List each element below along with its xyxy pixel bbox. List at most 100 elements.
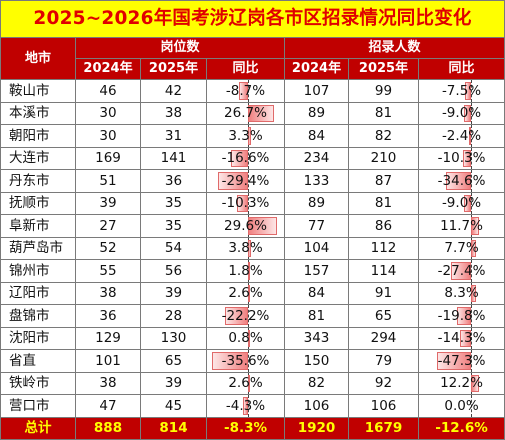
data-bar (247, 329, 250, 347)
positions-2025: 56 (140, 259, 207, 283)
data-bar (464, 194, 471, 212)
yoy-value: -9.0% (441, 195, 482, 212)
zero-axis-line (470, 305, 472, 327)
positions-2025: 130 (140, 326, 207, 350)
table-row: 朝阳市 30 31 3.3% 84 82 -2.4% (0, 124, 505, 148)
positions-2025: 65 (140, 349, 207, 373)
header-row-1: 地市 岗位数 招录人数 (0, 37, 505, 80)
positions-2024: 169 (75, 146, 141, 170)
table-row: 营口市 47 45 -4.3% 106 106 0.0% (0, 394, 505, 418)
yoy-value: -10.3% (221, 195, 270, 212)
yoy-value: -27.4% (437, 262, 486, 279)
table-row: 本溪市 30 38 26.7% 89 81 -9.0% (0, 101, 505, 125)
data-bar (238, 82, 248, 100)
table-row: 葫芦岛市 52 54 3.8% 104 112 7.7% (0, 236, 505, 260)
city-name: 省直 (0, 349, 76, 373)
data-bar (437, 352, 471, 370)
positions-2025: 35 (140, 191, 207, 215)
header-positions-2025: 2025年 (140, 58, 207, 80)
zero-axis-line (247, 170, 249, 192)
positions-yoy: -4.3% (206, 394, 285, 418)
hires-yoy: -2.4% (417, 124, 505, 148)
yoy-value: -4.3% (225, 397, 266, 414)
data-bar (470, 374, 480, 392)
zero-axis-line (247, 305, 249, 327)
positions-yoy: -16.6% (206, 146, 285, 170)
hires-yoy: 11.7% (417, 214, 505, 238)
data-bar (225, 307, 248, 325)
hires-2025: 294 (348, 326, 419, 350)
table-row: 省直 101 65 -35.6% 150 79 -47.3% (0, 349, 505, 373)
hires-2025: 87 (348, 169, 419, 193)
hires-yoy: 8.3% (417, 281, 505, 305)
header-hires-2025: 2025年 (348, 58, 419, 80)
city-name: 锦州市 (0, 259, 76, 283)
data-bar (465, 82, 471, 100)
hires-2024: 106 (284, 394, 349, 418)
hires-2025: 91 (348, 281, 419, 305)
positions-yoy: -22.2% (206, 304, 285, 328)
hires-2024: 82 (284, 371, 349, 395)
header-area: 地市 (0, 37, 76, 80)
total-positions-yoy: -8.3% (206, 416, 285, 440)
total-hires-2024: 1920 (284, 416, 349, 440)
yoy-value: -8.7% (225, 82, 266, 99)
yoy-value: 3.3% (228, 127, 263, 144)
positions-yoy: 26.7% (206, 101, 285, 125)
hires-2024: 133 (284, 169, 349, 193)
positions-2024: 36 (75, 304, 141, 328)
total-hires-2025: 1679 (348, 416, 419, 440)
city-name: 铁岭市 (0, 371, 76, 395)
table-row: 大连市 169 141 -16.6% 234 210 -10.3% (0, 146, 505, 170)
yoy-value: 1.8% (228, 262, 263, 279)
table-row: 抚顺市 39 35 -10.3% 89 81 -9.0% (0, 191, 505, 215)
zero-axis-line (470, 395, 472, 417)
yoy-value: 2.6% (228, 285, 263, 302)
header-hires-2024: 2024年 (284, 58, 349, 80)
positions-yoy: 3.3% (206, 124, 285, 148)
yoy-value: -7.5% (441, 82, 482, 99)
positions-2024: 129 (75, 326, 141, 350)
hires-2025: 106 (348, 394, 419, 418)
total-hires-yoy: -12.6% (417, 416, 505, 440)
yoy-value: -2.4% (441, 127, 482, 144)
yoy-value: 29.6% (224, 217, 267, 234)
positions-2025: 38 (140, 101, 207, 125)
positions-yoy: 2.6% (206, 281, 285, 305)
hires-2024: 77 (284, 214, 349, 238)
header-positions-group: 岗位数 (75, 37, 285, 59)
positions-yoy: -10.3% (206, 191, 285, 215)
positions-2024: 38 (75, 371, 141, 395)
city-name: 沈阳市 (0, 326, 76, 350)
hires-yoy: -34.6% (417, 169, 505, 193)
hires-2024: 234 (284, 146, 349, 170)
positions-2024: 30 (75, 101, 141, 125)
zero-axis-line (470, 260, 472, 282)
hires-yoy: 12.2% (417, 371, 505, 395)
data-bar (211, 352, 248, 370)
positions-2024: 27 (75, 214, 141, 238)
data-bar (247, 284, 251, 302)
positions-2024: 39 (75, 191, 141, 215)
data-bar (464, 104, 471, 122)
hires-2025: 82 (348, 124, 419, 148)
city-name: 鞍山市 (0, 79, 76, 103)
header-hires-group: 招录人数 (283, 37, 505, 59)
positions-2025: 39 (140, 371, 207, 395)
yoy-value: 26.7% (224, 105, 267, 122)
total-label: 总计 (0, 416, 76, 440)
yoy-value: -19.8% (437, 307, 486, 324)
zero-axis-line (470, 80, 472, 102)
table-row: 锦州市 55 56 1.8% 157 114 -27.4% (0, 259, 505, 283)
yoy-value: 11.7% (440, 217, 483, 234)
table-row: 鞍山市 46 42 -8.7% 107 99 -7.5% (0, 79, 505, 103)
data-bar (468, 127, 471, 145)
yoy-value: 8.3% (444, 285, 479, 302)
table-row: 阜新市 27 35 29.6% 77 86 11.7% (0, 214, 505, 238)
positions-2024: 47 (75, 394, 141, 418)
hires-2024: 107 (284, 79, 349, 103)
yoy-value: -34.6% (437, 172, 486, 189)
hires-2025: 79 (348, 349, 419, 373)
hires-2024: 84 (284, 124, 349, 148)
data-bar (247, 374, 251, 392)
